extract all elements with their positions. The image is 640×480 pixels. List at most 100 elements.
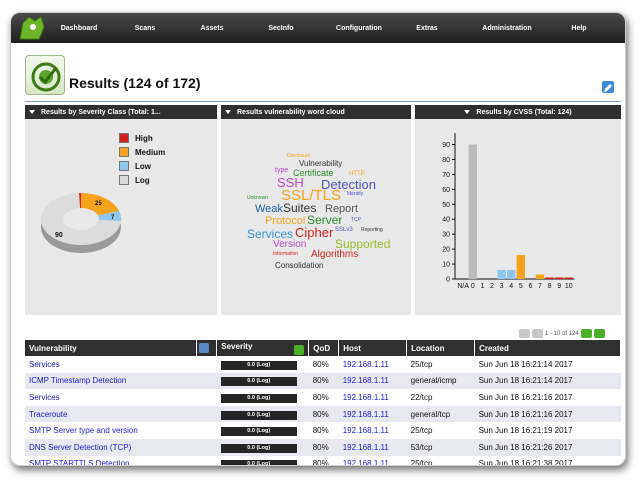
cloud-word: Vulnerability xyxy=(299,159,343,168)
sort-icon[interactable] xyxy=(294,344,305,355)
cvss-panel-title: Results by CVSS (Total: 124) xyxy=(476,108,572,116)
created-cell: Sun Jun 18 16:21:26 2017 xyxy=(474,438,621,456)
host-link[interactable]: 192.168.1.11 xyxy=(342,409,389,419)
legend-medium: Medium xyxy=(119,145,165,159)
cvss-panel-header[interactable]: Results by CVSS (Total: 124) xyxy=(415,105,621,119)
severity-bar: 0.0 (Log) xyxy=(220,427,297,437)
pagination: 1 - 10 of 124 xyxy=(519,329,605,338)
nav-secinfo[interactable]: SecInfo xyxy=(268,24,294,32)
cloud-word: Cipher xyxy=(295,225,334,240)
x-tick-label: N/A xyxy=(457,283,469,290)
donut-label-low: 7 xyxy=(111,215,115,221)
cvss-bar[interactable] xyxy=(555,277,564,279)
host-link[interactable]: 192.168.1.11 xyxy=(342,426,389,436)
vulnerability-link[interactable]: SMTP STARTTLS Detection xyxy=(29,459,130,466)
severity-bar: 0.0 (Log) xyxy=(220,460,297,465)
table-row[interactable]: Services 0.0 (Log) 80% 192.168.1.11 25/tcp Su… xyxy=(25,356,621,373)
col-header-qod[interactable]: QoD xyxy=(308,340,340,356)
cvss-bar[interactable] xyxy=(497,270,506,279)
cvss-bar[interactable] xyxy=(535,274,545,279)
severity-panel-header[interactable]: Results by Severity Class (Total: 1... xyxy=(25,105,217,119)
table-row[interactable]: DNS Server Detection (TCP) 0.0 (Log) 80% 19… xyxy=(25,438,621,456)
table-header-row: Vulnerability Severity QoD Host Location… xyxy=(25,340,621,356)
cloud-word: Unknown xyxy=(247,195,268,201)
nav-help[interactable]: Help xyxy=(571,24,587,32)
location-cell: 53/tcp xyxy=(406,438,475,456)
x-tick-label: 10 xyxy=(565,283,573,290)
wordcloud-panel-header[interactable]: Results vulnerability word cloud xyxy=(221,105,411,119)
pagination-text: 1 - 10 of 124 xyxy=(545,330,579,337)
legend-swatch-log xyxy=(119,175,129,185)
cvss-bar[interactable] xyxy=(468,144,477,279)
qod-cell: 80% xyxy=(308,422,339,439)
nav-assets[interactable]: Assets xyxy=(200,24,224,32)
word-cloud: Disclosure Vulnerability type Certificate HT… xyxy=(221,119,411,315)
cvss-bar[interactable] xyxy=(507,270,516,279)
location-cell: 22/tcp xyxy=(406,389,475,406)
y-tick-label: 70 xyxy=(442,172,450,179)
location-cell: general/tcp xyxy=(406,405,475,423)
table-row[interactable]: ICMP Timestamp Detection 0.0 (Log) 80% 192.… xyxy=(25,372,621,390)
app-window: Dashboard Scans Assets SecInfo Configura… xyxy=(10,12,626,466)
col-header-host[interactable]: Host xyxy=(338,340,408,356)
nav-extras[interactable]: Extras xyxy=(416,24,438,32)
host-link[interactable]: 192.168.1.11 xyxy=(342,459,389,466)
y-tick-label: 60 xyxy=(442,187,450,194)
location-cell: 25/tcp xyxy=(406,356,475,373)
vulnerability-link[interactable]: DNS Server Detection (TCP) xyxy=(29,442,132,452)
table-row[interactable]: SMTP Server type and version 0.0 (Log) 80%… xyxy=(25,422,621,439)
vulnerability-link[interactable]: ICMP Timestamp Detection xyxy=(29,376,127,386)
edit-icon[interactable] xyxy=(602,81,614,93)
first-page-icon[interactable] xyxy=(519,329,530,338)
vulnerability-link[interactable]: Services xyxy=(29,392,60,402)
col-header-severity-cell[interactable]: Severity xyxy=(216,340,310,356)
table-row[interactable]: SMTP STARTTLS Detection 0.0 (Log) 80% 192.1… xyxy=(25,455,621,466)
nav-administration[interactable]: Administration xyxy=(482,24,532,32)
col-header-location[interactable]: Location xyxy=(406,340,476,356)
collapse-icon[interactable] xyxy=(225,110,231,114)
y-tick-label: 50 xyxy=(442,202,450,209)
y-tick-label: 90 xyxy=(442,142,450,149)
table-row[interactable]: Services 0.0 (Log) 80% 192.168.1.11 22/tcp Su… xyxy=(25,389,621,406)
cloud-word: SSLv3 xyxy=(335,227,353,233)
last-page-icon[interactable] xyxy=(593,329,605,338)
vulnerability-link[interactable]: Traceroute xyxy=(29,409,68,419)
cloud-word: Certificate xyxy=(293,168,334,178)
location-cell: general/icmp xyxy=(406,372,475,390)
legend-low: Low xyxy=(119,159,165,173)
severity-legend: High Medium Low Log xyxy=(119,131,165,187)
cloud-word: Consolidation xyxy=(275,261,324,270)
legend-swatch-high xyxy=(119,133,129,143)
col-header-vulnerability[interactable]: Vulnerability xyxy=(25,340,198,356)
filter-icon[interactable] xyxy=(199,343,210,353)
x-tick-label: 2 xyxy=(490,283,494,290)
nav-dashboard[interactable]: Dashboard xyxy=(60,24,98,32)
cloud-word: Weak xyxy=(255,203,283,215)
nav-configuration[interactable]: Configuration xyxy=(336,24,382,32)
cvss-bar[interactable] xyxy=(516,255,525,279)
table-row[interactable]: Traceroute 0.0 (Log) 80% 192.168.1.11 genera… xyxy=(25,405,621,423)
col-header-created[interactable]: Created xyxy=(474,340,621,356)
next-page-icon[interactable] xyxy=(580,329,592,338)
cloud-word: Protocol xyxy=(265,215,306,227)
wordcloud-panel: Results vulnerability word cloud Disclos… xyxy=(221,105,411,315)
collapse-icon[interactable] xyxy=(29,110,35,114)
cvss-bar[interactable] xyxy=(545,277,554,279)
cvss-bar[interactable] xyxy=(564,277,573,279)
nav-scans[interactable]: Scans xyxy=(134,24,156,32)
cloud-word: TCP xyxy=(351,217,361,223)
header-divider xyxy=(25,101,621,102)
host-link[interactable]: 192.168.1.11 xyxy=(342,392,389,402)
vulnerability-link[interactable]: Services xyxy=(29,359,60,369)
host-link[interactable]: 192.168.1.11 xyxy=(342,376,389,386)
collapse-icon[interactable] xyxy=(464,110,471,114)
cloud-word: Report xyxy=(325,203,359,215)
greenbone-logo-icon[interactable] xyxy=(17,13,49,43)
prev-page-icon[interactable] xyxy=(532,329,543,338)
y-tick-label: 20 xyxy=(442,247,450,254)
host-link[interactable]: 192.168.1.11 xyxy=(342,442,389,452)
host-link[interactable]: 192.168.1.11 xyxy=(342,359,389,369)
vulnerability-link[interactable]: SMTP Server type and version xyxy=(29,426,138,436)
qod-cell: 80% xyxy=(308,389,339,406)
